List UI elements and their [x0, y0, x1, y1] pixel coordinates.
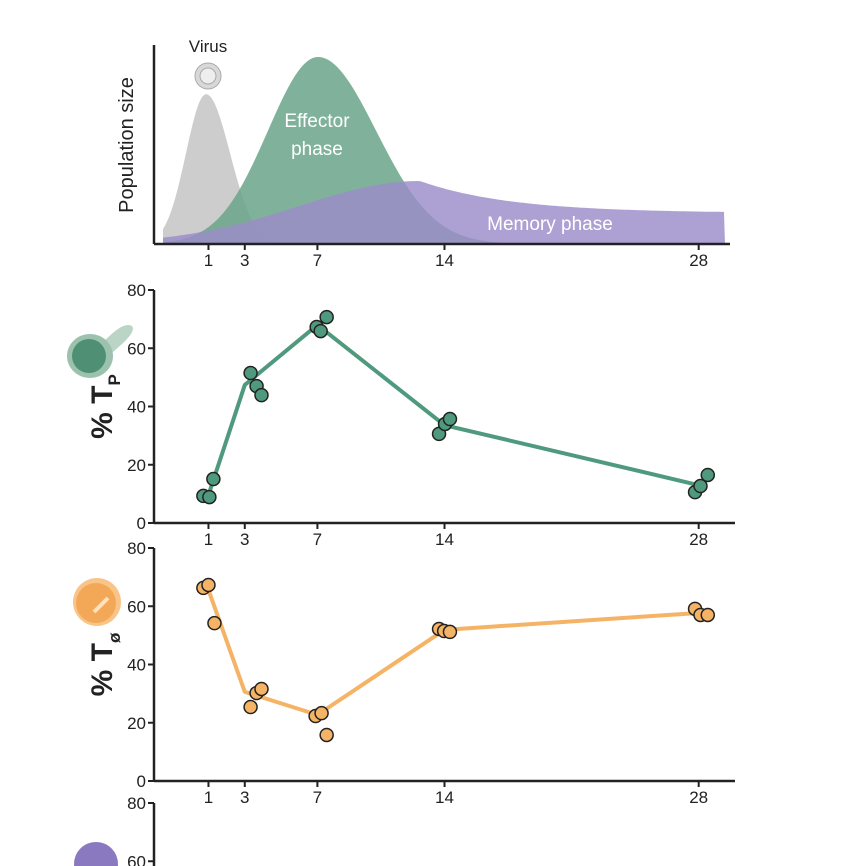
y-axis-label-sub: P: [105, 374, 124, 385]
x-tick-label: 7: [313, 788, 322, 807]
data-point: [319, 727, 334, 743]
mean-line: [206, 589, 699, 717]
data-point: [693, 478, 708, 494]
y-tick-label: 20: [127, 714, 146, 733]
data-point: [243, 365, 258, 381]
data-point: [314, 705, 329, 721]
virus-label: Virus: [189, 37, 227, 56]
cell-icon-m: [74, 842, 118, 866]
y-axis-label: % TP: [86, 374, 124, 439]
data-point: [243, 699, 258, 715]
x-tick-label: 14: [435, 251, 454, 270]
y-axis-label-main: % T: [86, 386, 119, 439]
data-point: [313, 323, 328, 339]
y-axis-label: Population size: [116, 77, 138, 213]
data-point: [206, 471, 221, 487]
phase-label: Effector phase: [284, 111, 350, 160]
population-area: [163, 181, 725, 244]
mean-line: [206, 322, 700, 496]
x-tick-label: 3: [240, 530, 249, 549]
y-tick-label: 0: [137, 514, 146, 533]
data-point: [442, 624, 458, 640]
y-tick-label: 0: [137, 772, 146, 791]
y-tick-label: 60: [127, 597, 146, 616]
y-tick-label: 40: [127, 656, 146, 675]
y-axis-label-sub: ø: [105, 632, 124, 643]
data-point: [201, 577, 216, 593]
data-point: [319, 309, 334, 325]
virus-icon: [194, 62, 222, 90]
phase-label: Memory phase: [487, 214, 613, 235]
x-tick-label: 28: [689, 530, 708, 549]
x-tick-label: 1: [204, 251, 213, 270]
data-point: [207, 615, 222, 631]
y-axis-label-main: % T: [86, 643, 119, 696]
y-tick-label: 20: [127, 456, 146, 475]
x-tick-label: 14: [435, 530, 454, 549]
x-tick-label: 3: [240, 251, 249, 270]
y-axis-label: % Tø: [86, 632, 124, 696]
cell-icon-o: [73, 578, 121, 626]
data-point: [442, 411, 458, 427]
y-tick-label: 80: [127, 539, 146, 558]
x-tick-label: 7: [313, 251, 322, 270]
data-point: [254, 387, 269, 403]
virus-icon-core: [199, 67, 217, 85]
y-tick-label: 60: [127, 852, 146, 866]
data-point: [254, 681, 269, 697]
x-tick-label: 1: [204, 788, 213, 807]
y-tick-label: 60: [127, 339, 146, 358]
x-tick-label: 7: [313, 530, 322, 549]
data-point: [700, 607, 716, 623]
cell-icon-p: [67, 324, 133, 378]
x-tick-label: 1: [204, 530, 213, 549]
x-tick-label: 14: [435, 788, 454, 807]
x-tick-label: 28: [689, 788, 708, 807]
y-tick-label: 80: [127, 281, 146, 300]
x-tick-label: 28: [689, 251, 708, 270]
x-tick-label: 3: [240, 788, 249, 807]
y-tick-label: 40: [127, 398, 146, 417]
population-area: [163, 57, 725, 244]
data-point: [202, 489, 217, 505]
y-tick-label: 80: [127, 794, 146, 813]
data-point: [700, 467, 716, 483]
